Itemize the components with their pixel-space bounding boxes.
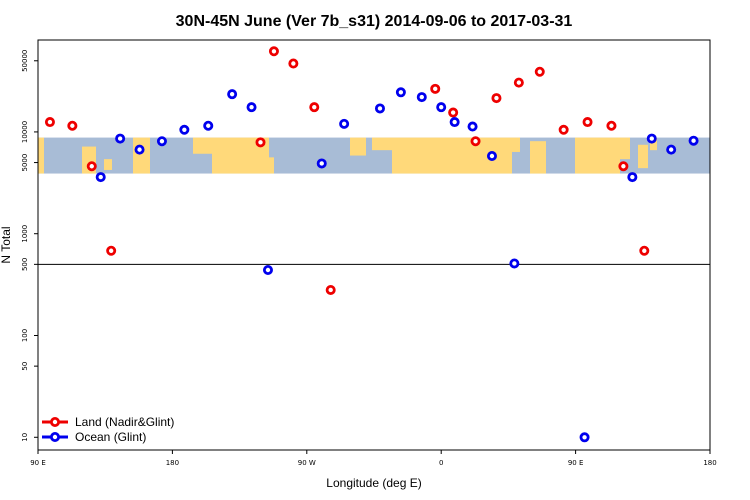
land-shape-15 (650, 137, 657, 151)
ocean-point (688, 135, 699, 146)
land-point (288, 58, 299, 69)
y-tick-label: 50000 (21, 50, 29, 72)
y-tick-label: 100 (21, 329, 29, 342)
land-point (491, 93, 502, 104)
land-point (44, 117, 55, 128)
legend-ocean-label: Ocean (Glint) (75, 430, 146, 444)
ocean-point (203, 120, 214, 131)
ocean-point (156, 136, 167, 147)
land-point (534, 66, 545, 77)
land-shape-7 (350, 137, 366, 156)
ocean-point (666, 144, 677, 155)
legend-ocean-marker (50, 431, 61, 442)
y-tick-label: 50 (21, 362, 29, 371)
y-axis: 10 50 100 500 1000 5000 10000 50000 (21, 50, 38, 442)
world-map-band (38, 137, 710, 174)
land-point (606, 120, 617, 131)
ocean-point (416, 92, 427, 103)
land-point (470, 136, 481, 147)
legend-land-label: Land (Nadir&Glint) (75, 415, 174, 429)
ocean-point (262, 265, 273, 276)
land-shape-14 (638, 144, 648, 169)
x-tick-label: 90 W (298, 459, 316, 467)
land-shape-0 (38, 137, 44, 174)
land-shape-10 (512, 137, 520, 152)
data-points (44, 46, 699, 443)
land-shape-4 (193, 137, 212, 154)
land-point (582, 117, 593, 128)
y-axis-label: N Total (0, 226, 13, 263)
land-shape-8 (372, 137, 392, 151)
y-tick-label: 10000 (21, 121, 29, 143)
ocean-point (579, 432, 590, 443)
land-point (558, 124, 569, 135)
ocean-point (395, 87, 406, 98)
land-shape-2 (104, 159, 112, 170)
x-tick-label: 90 E (30, 459, 46, 467)
land-point (255, 137, 266, 148)
land-point (430, 83, 441, 94)
ocean-point (115, 133, 126, 144)
ocean-point (246, 102, 257, 113)
ocean-point (374, 103, 385, 114)
land-point (639, 245, 650, 256)
land-point (513, 77, 524, 88)
x-axis-label: Longitude (deg E) (326, 476, 421, 490)
ocean-point (486, 151, 497, 162)
land-point (618, 161, 629, 172)
x-axis: 90 E 180 90 W 0 90 E 180 (30, 450, 717, 467)
ocean-point (627, 172, 638, 183)
land-shape-12 (575, 137, 620, 174)
land-point (67, 120, 78, 131)
legend-land-marker (50, 416, 61, 427)
ocean-point (646, 133, 657, 144)
ocean-point (227, 89, 238, 100)
x-tick-label: 180 (166, 459, 179, 467)
legend: Land (Nadir&Glint) Ocean (Glint) (42, 415, 174, 444)
y-tick-label: 500 (21, 258, 29, 271)
land-point (325, 284, 336, 295)
land-point (86, 161, 97, 172)
legend-entry-land: Land (Nadir&Glint) (42, 415, 174, 429)
land-point (448, 107, 459, 118)
ocean-point (179, 124, 190, 135)
land-shape-13 (618, 137, 630, 160)
land-point (106, 245, 117, 256)
series-ocean (95, 87, 699, 443)
ocean-point (467, 121, 478, 132)
ocean-point (449, 117, 460, 128)
series-land (44, 46, 650, 295)
ocean-point (316, 158, 327, 169)
x-tick-label: 180 (703, 459, 716, 467)
chart-title: 30N-45N June (Ver 7b_s31) 2014-09-06 to … (176, 13, 573, 30)
ocean-point (509, 258, 520, 269)
y-tick-label: 10 (21, 433, 29, 442)
legend-entry-ocean: Ocean (Glint) (42, 430, 146, 444)
y-tick-label: 1000 (21, 225, 29, 243)
x-tick-label: 0 (439, 459, 443, 467)
y-tick-label: 5000 (21, 154, 29, 172)
land-shape-3 (133, 137, 150, 174)
ocean-point (436, 102, 447, 113)
land-point (309, 102, 320, 113)
ocean-point (95, 172, 106, 183)
ocean-point (339, 118, 350, 129)
x-tick-label: 90 E (568, 459, 584, 467)
ocean-point (134, 144, 145, 155)
land-point (268, 46, 279, 57)
land-shape-6 (269, 157, 274, 174)
plot-frame (37, 39, 711, 451)
map-land (38, 137, 657, 174)
land-shape-11 (530, 141, 546, 174)
